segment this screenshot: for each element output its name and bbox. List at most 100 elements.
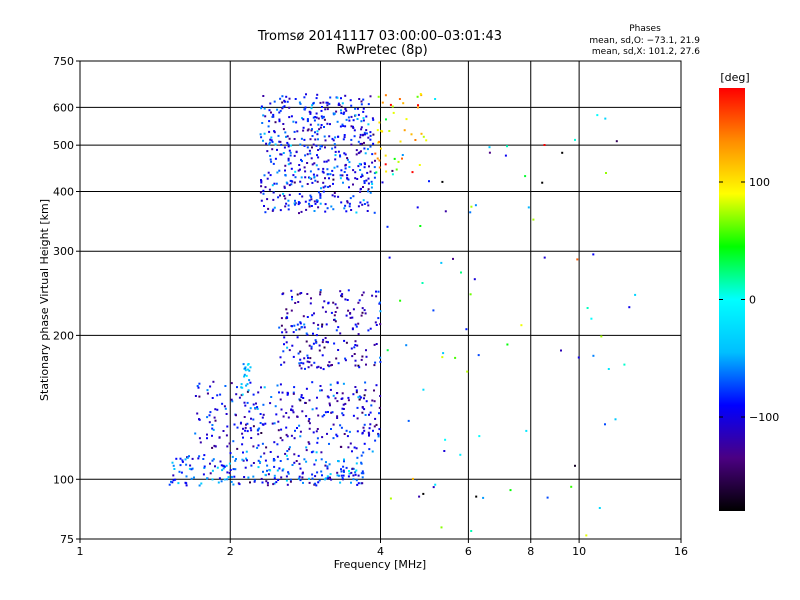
data-point [317, 365, 320, 368]
data-point [360, 462, 363, 465]
data-point [300, 292, 303, 294]
data-point [351, 450, 353, 453]
data-point [434, 483, 437, 486]
data-point [280, 363, 283, 366]
data-point [477, 354, 480, 357]
data-point [352, 393, 355, 396]
data-point [342, 113, 345, 115]
data-point [202, 473, 205, 476]
data-point [350, 104, 353, 107]
data-point [309, 194, 312, 197]
data-point [360, 358, 363, 361]
data-point [271, 422, 274, 425]
data-point [355, 325, 358, 328]
data-point [363, 423, 366, 426]
data-point [346, 157, 349, 160]
data-point [331, 137, 334, 140]
data-point [293, 130, 296, 133]
data-point [212, 380, 215, 383]
data-point [340, 201, 343, 204]
data-point [330, 411, 333, 414]
data-point [342, 181, 344, 184]
data-point [474, 204, 477, 207]
data-point [291, 344, 294, 347]
data-point [208, 414, 211, 417]
data-point [244, 367, 247, 370]
data-point [305, 446, 308, 449]
data-point [356, 483, 359, 486]
data-point [301, 185, 304, 188]
data-point [333, 314, 336, 317]
data-point [290, 289, 293, 292]
data-point [316, 437, 319, 440]
data-point [230, 476, 233, 479]
data-point [300, 326, 303, 328]
data-point [245, 450, 248, 453]
phases-heading: Phases [629, 24, 661, 34]
data-point [246, 422, 249, 425]
data-point [313, 312, 315, 315]
data-point [289, 162, 292, 165]
data-point [362, 291, 365, 294]
data-point [334, 397, 337, 400]
data-point [615, 140, 618, 143]
data-point [303, 96, 306, 99]
data-point [354, 323, 357, 326]
y-axis-label: Stationary phase Virtual Height [km] [38, 199, 51, 401]
data-point [375, 423, 378, 426]
data-point [368, 433, 371, 436]
data-point [302, 481, 304, 484]
data-point [316, 180, 319, 183]
data-point [350, 347, 353, 350]
data-point [341, 412, 344, 415]
data-point [299, 143, 302, 146]
data-point [310, 196, 313, 198]
data-point [203, 465, 206, 468]
data-point [295, 460, 298, 462]
data-point [370, 186, 373, 189]
data-point [282, 106, 285, 109]
data-point [301, 472, 304, 475]
data-point [341, 123, 344, 126]
data-point [378, 428, 381, 431]
data-point [604, 117, 607, 120]
data-point [265, 142, 268, 145]
data-point [357, 113, 360, 116]
data-point [273, 206, 276, 209]
data-point [288, 137, 291, 140]
data-point [356, 456, 359, 459]
data-point [232, 440, 235, 443]
data-point [310, 451, 313, 454]
data-point [355, 462, 358, 465]
data-point [315, 407, 318, 410]
data-point [306, 162, 309, 164]
data-point [320, 145, 323, 148]
data-point [560, 349, 562, 352]
data-point [286, 316, 289, 319]
data-point [309, 302, 312, 305]
data-point [279, 436, 282, 439]
data-point [289, 480, 292, 483]
data-point [376, 157, 379, 160]
data-point [440, 526, 443, 529]
data-point [347, 396, 350, 399]
data-point [628, 306, 631, 309]
data-point [416, 206, 419, 209]
data-point [337, 474, 340, 477]
data-point [385, 170, 388, 173]
data-point [470, 530, 473, 532]
data-point [290, 180, 293, 182]
data-point [323, 346, 326, 349]
data-point [312, 102, 315, 105]
data-point [321, 117, 324, 120]
data-point [196, 412, 199, 415]
data-point [366, 148, 369, 151]
data-point [375, 171, 378, 174]
data-point [361, 311, 364, 314]
data-point [311, 135, 314, 137]
data-point [274, 157, 277, 160]
data-point [347, 446, 350, 449]
data-point [442, 352, 445, 355]
data-point [306, 354, 309, 357]
data-point [260, 105, 263, 108]
